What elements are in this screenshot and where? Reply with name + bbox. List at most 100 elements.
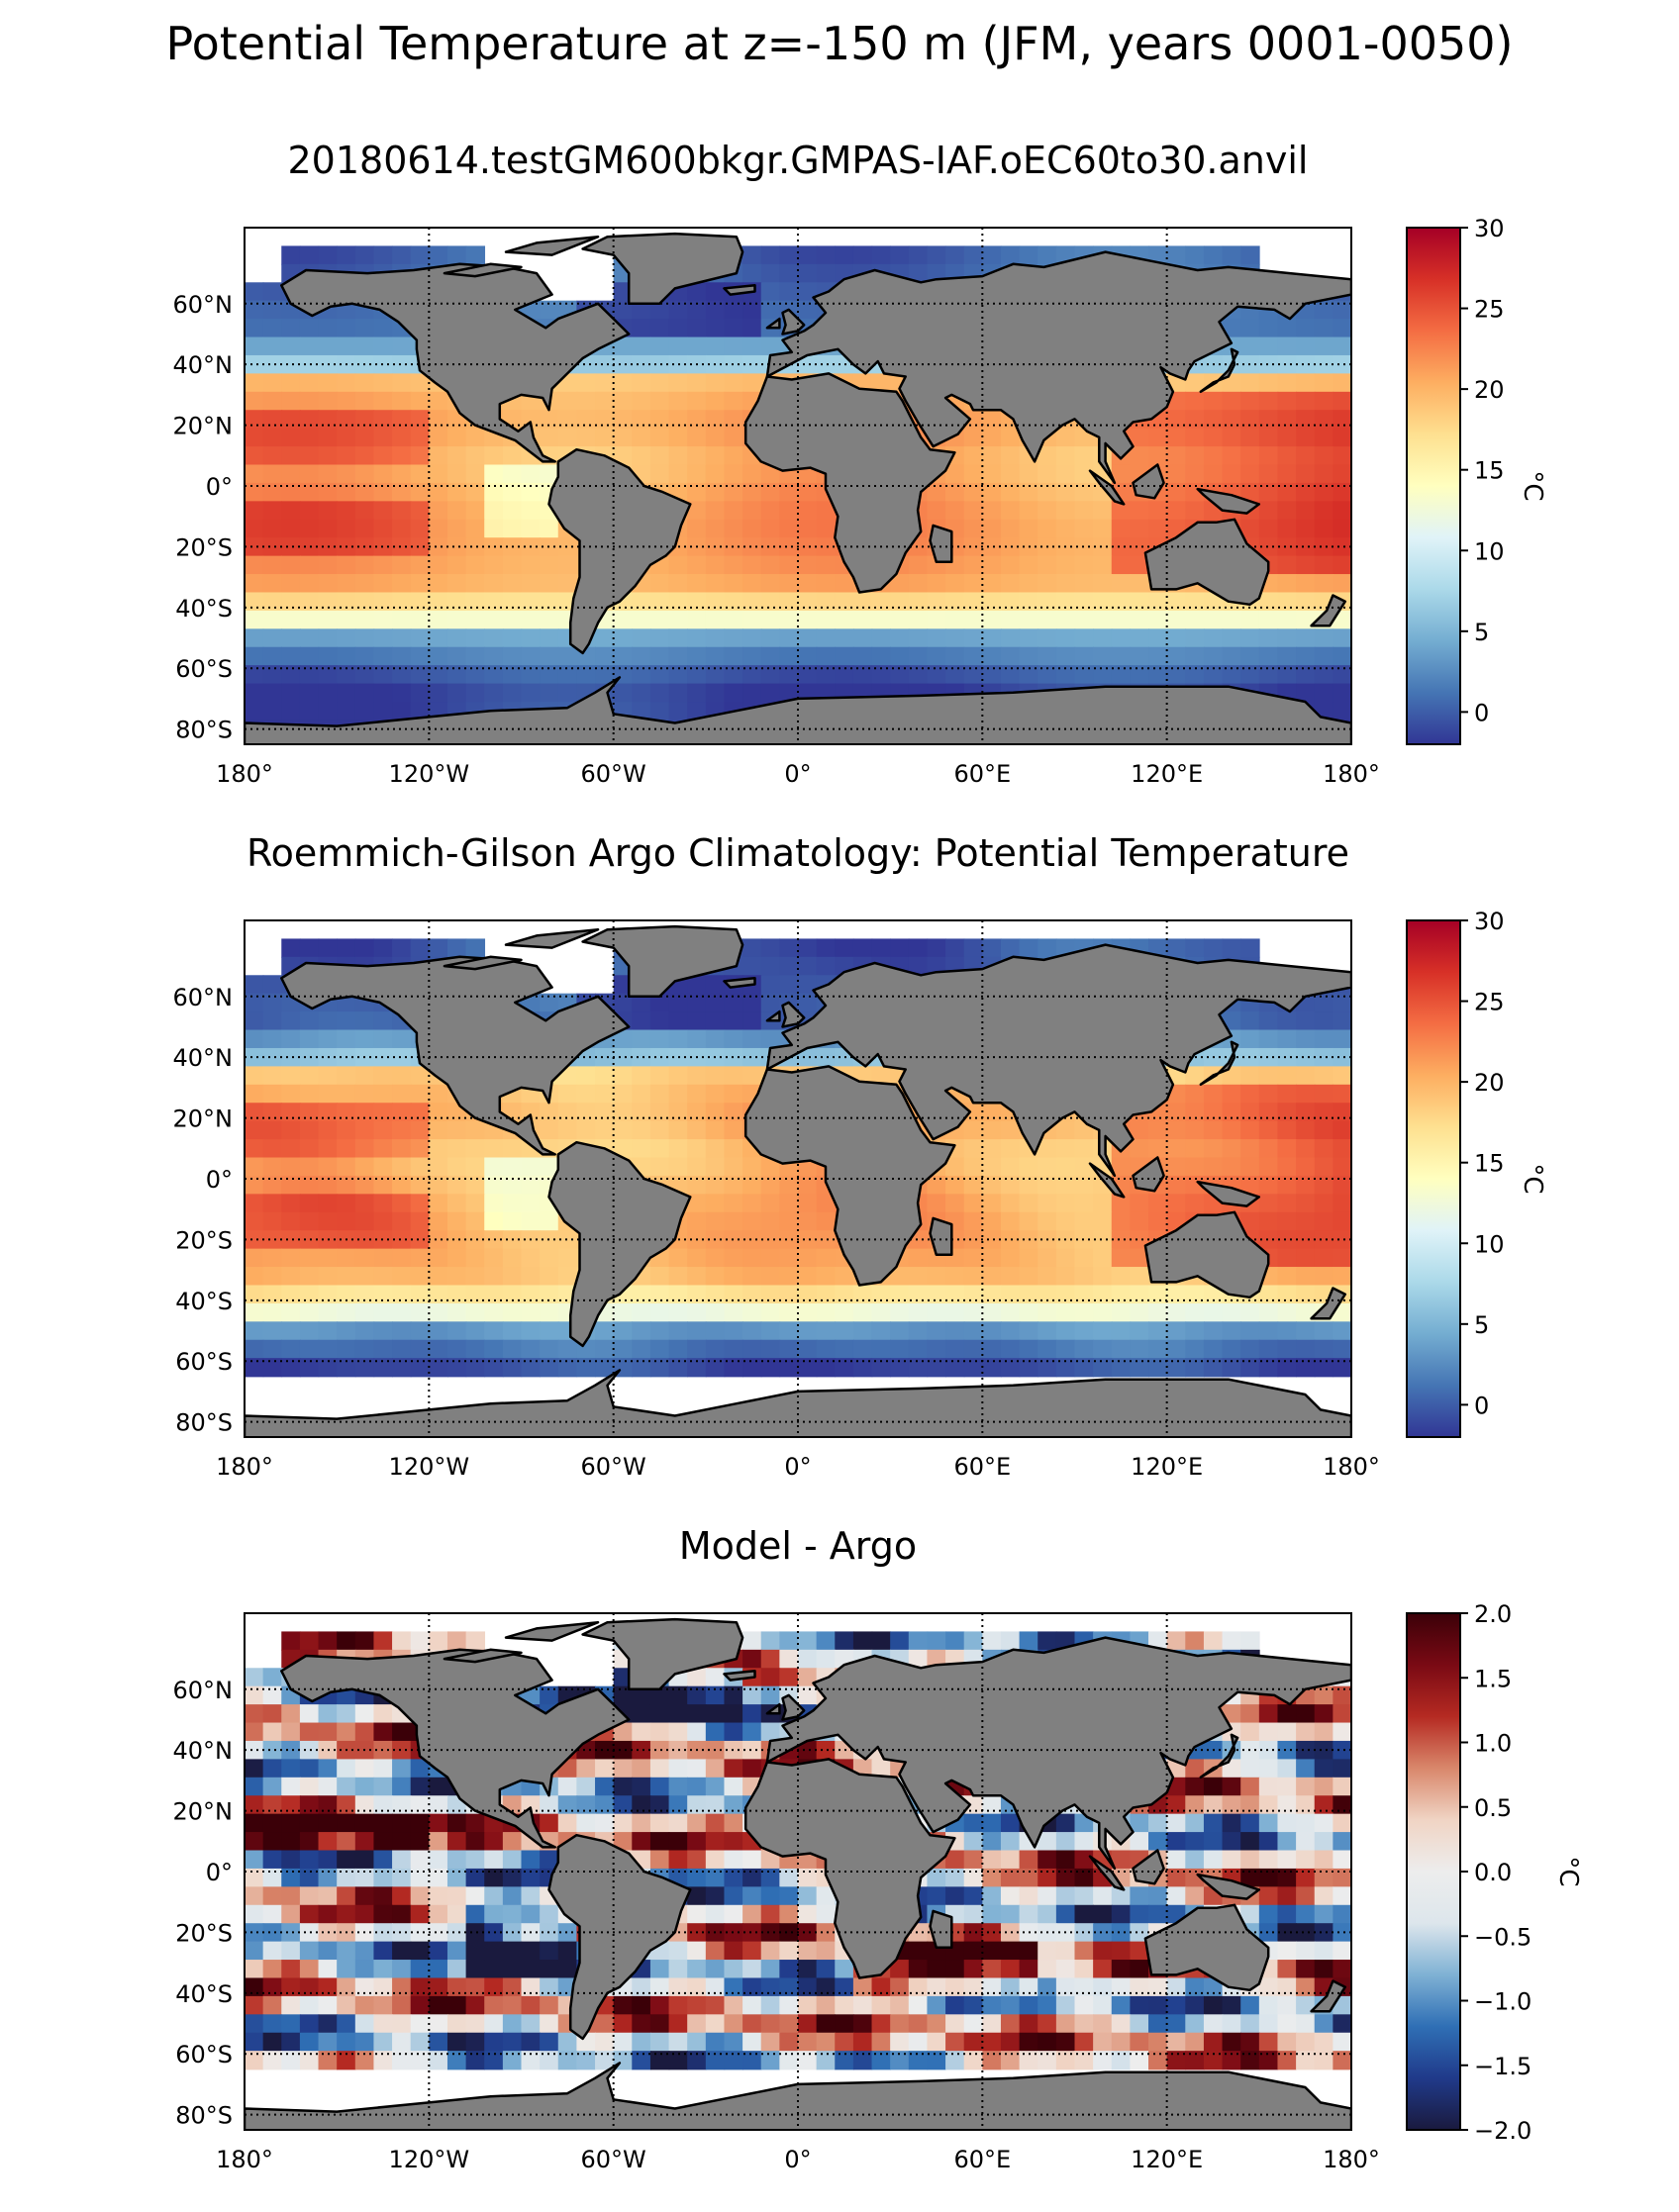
colorbar-tick-label: −1.0 [1474, 1988, 1531, 2016]
colorbar-tick-label: 5 [1474, 619, 1489, 646]
colorbar-tick-label: 1.0 [1474, 1730, 1512, 1758]
coastline [245, 1369, 1351, 1437]
y-tick-label: 40°N [173, 351, 234, 379]
coastline [280, 1648, 631, 1849]
coastline [1196, 1180, 1261, 1207]
map-panel-1: 20180614.testGM600bkgr.GMPAS-IAF.oEC60to… [173, 139, 1548, 788]
coastline [781, 308, 806, 336]
x-tick-label: 0° [784, 2146, 811, 2173]
x-tick-label: 120°E [1131, 1453, 1203, 1481]
colorbar-bar [1406, 227, 1461, 745]
coastline [1132, 463, 1165, 500]
colorbar-tick-label: 30 [1474, 908, 1505, 935]
x-tick-label: 120°E [1131, 760, 1203, 788]
y-tick-label: 40°S [175, 1980, 233, 2008]
coastline [581, 1617, 744, 1691]
y-tick-label: 80°S [175, 1409, 233, 1437]
coastline [781, 1693, 806, 1721]
land-mask [245, 924, 1351, 1437]
colorbar: 0 5 10 15 20 25 30 °C [1406, 215, 1547, 745]
colorbar-tick-label: 0.0 [1474, 1859, 1512, 1886]
coastline [1143, 1903, 1270, 1992]
colorbar: 0 5 10 15 20 25 30 °C [1406, 908, 1547, 1438]
x-tick-label: 60°E [953, 1453, 1011, 1481]
coastline [743, 1758, 956, 1979]
colorbar-tick-label: −0.5 [1474, 1923, 1531, 1951]
colorbar-tick-label: 30 [1474, 215, 1505, 242]
graticule [245, 228, 1351, 744]
x-tick-label: 120°W [389, 2146, 470, 2173]
coastline [743, 1065, 956, 1287]
coastline [504, 1620, 600, 1642]
panel-title: Roemmich-Gilson Argo Climatology: Potent… [247, 831, 1349, 875]
coastline [280, 262, 631, 463]
map-area [245, 920, 1351, 1437]
y-tick-label: 40°S [175, 595, 233, 623]
coastline [1132, 1849, 1165, 1885]
y-tick-label: 20°N [173, 1798, 234, 1826]
x-tick-label: 60°E [953, 760, 1011, 788]
coastline [1196, 1873, 1261, 1900]
x-tick-label: 60°W [581, 2146, 646, 2173]
colorbar-tick-label: 10 [1474, 537, 1505, 565]
x-tick-label: 60°W [581, 760, 646, 788]
x-tick-label: 180° [1323, 1453, 1380, 1481]
coastline [765, 250, 1351, 485]
coastline [443, 955, 523, 971]
y-tick-label: 60°N [173, 291, 234, 319]
y-tick-label: 80°S [175, 717, 233, 744]
coastline [723, 977, 756, 989]
panel-title: 20180614.testGM600bkgr.GMPAS-IAF.oEC60to… [288, 139, 1309, 182]
y-tick-label: 60°S [175, 2041, 233, 2068]
y-tick-label: 40°N [173, 1737, 234, 1765]
graticule [245, 920, 1351, 1437]
coastline [504, 927, 600, 949]
x-tick-label: 120°E [1131, 2146, 1203, 2173]
colorbar-tick-label: 25 [1474, 989, 1505, 1016]
coastline [443, 262, 523, 278]
y-tick-label: 40°N [173, 1044, 234, 1072]
x-tick-label: 60°E [953, 2146, 1011, 2173]
y-tick-label: 20°S [175, 1919, 233, 1947]
coastline [929, 524, 953, 564]
figure-suptitle: Potential Temperature at z=-150 m (JFM, … [166, 17, 1514, 70]
x-tick-label: 180° [216, 1453, 273, 1481]
colorbar-tick-label: 15 [1474, 1150, 1505, 1178]
colorbar-label: °C [1518, 1163, 1547, 1194]
y-tick-label: 0° [206, 473, 233, 501]
x-tick-label: 120°W [389, 760, 470, 788]
colorbar-tick-label: 1.5 [1474, 1665, 1512, 1692]
colorbar-tick-label: 20 [1474, 376, 1505, 404]
x-tick-label: 180° [1323, 760, 1380, 788]
y-tick-label: 60°S [175, 655, 233, 683]
coastline [443, 1648, 523, 1664]
coastline [743, 372, 956, 594]
y-tick-label: 20°S [175, 1226, 233, 1254]
x-tick-label: 60°W [581, 1453, 646, 1481]
colorbar-bar [1406, 1612, 1461, 2131]
coastline [765, 943, 1351, 1178]
colorbar: 2.0 1.5 1.0 0.5 0.0 −0.5 −1.0 −1.5 −2.0 °C [1406, 1600, 1583, 2145]
y-tick-label: 0° [206, 1166, 233, 1194]
map-panel-2: Roemmich-Gilson Argo Climatology: Potent… [173, 831, 1548, 1481]
coastline [1199, 1733, 1239, 1779]
ocean-field [245, 1631, 1351, 2070]
coastline [1143, 1210, 1270, 1299]
coastline [1088, 469, 1126, 506]
map-area [245, 1613, 1351, 2130]
coastline [723, 284, 756, 296]
coastline [765, 1010, 781, 1022]
map-panel-3: Model - Argo 180° 120°W 60°W 0° 60°E 120°E 180°… [173, 1524, 1584, 2173]
colorbar-label: °C [1518, 470, 1547, 501]
graticule [245, 1613, 1351, 2130]
coastline [765, 317, 781, 330]
map-frame [244, 1612, 1352, 2131]
colorbar-tick-label: −1.5 [1474, 2053, 1531, 2080]
colorbar-bar [1406, 919, 1461, 1438]
land-mask [245, 232, 1351, 744]
panel-title: Model - Argo [679, 1524, 917, 1568]
coastline [1310, 594, 1347, 627]
land-mask [245, 1617, 1351, 2130]
colorbar-tick-label: 0 [1474, 1392, 1489, 1419]
